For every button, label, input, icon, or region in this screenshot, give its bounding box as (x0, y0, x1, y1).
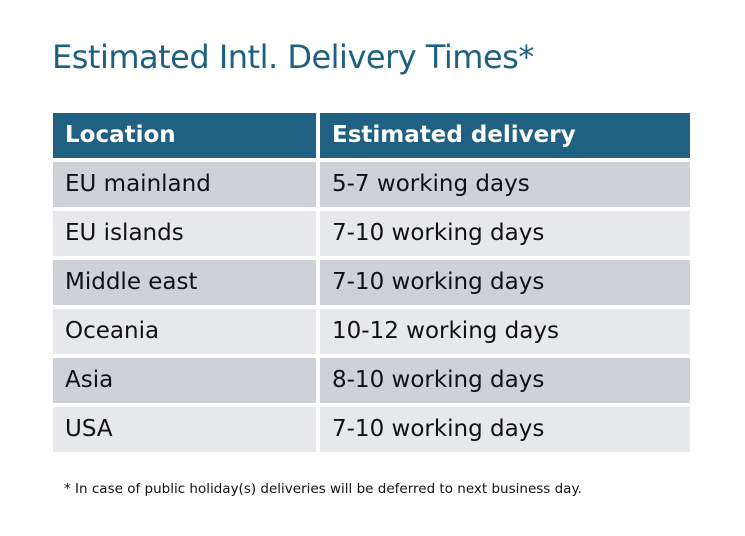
location-cell: Asia (53, 358, 316, 403)
table-row: Oceania 10-12 working days (53, 309, 690, 354)
page-title: Estimated Intl. Delivery Times* (52, 38, 534, 76)
table-row: EU islands 7-10 working days (53, 211, 690, 256)
delivery-cell: 10-12 working days (320, 309, 690, 354)
location-cell: Middle east (53, 260, 316, 305)
delivery-times-table: Location Estimated delivery EU mainland … (53, 113, 690, 456)
table-row: Asia 8-10 working days (53, 358, 690, 403)
delivery-cell: 8-10 working days (320, 358, 690, 403)
location-cell: USA (53, 407, 316, 452)
location-cell: Oceania (53, 309, 316, 354)
delivery-cell: 5-7 working days (320, 162, 690, 207)
table-row: EU mainland 5-7 working days (53, 162, 690, 207)
delivery-cell: 7-10 working days (320, 407, 690, 452)
table-row: USA 7-10 working days (53, 407, 690, 452)
footnote: * In case of public holiday(s) deliverie… (64, 481, 582, 497)
header-estimated-delivery: Estimated delivery (320, 113, 690, 158)
location-cell: EU mainland (53, 162, 316, 207)
table-row: Middle east 7-10 working days (53, 260, 690, 305)
location-cell: EU islands (53, 211, 316, 256)
delivery-cell: 7-10 working days (320, 260, 690, 305)
header-location: Location (53, 113, 316, 158)
delivery-cell: 7-10 working days (320, 211, 690, 256)
table-header-row: Location Estimated delivery (53, 113, 690, 158)
